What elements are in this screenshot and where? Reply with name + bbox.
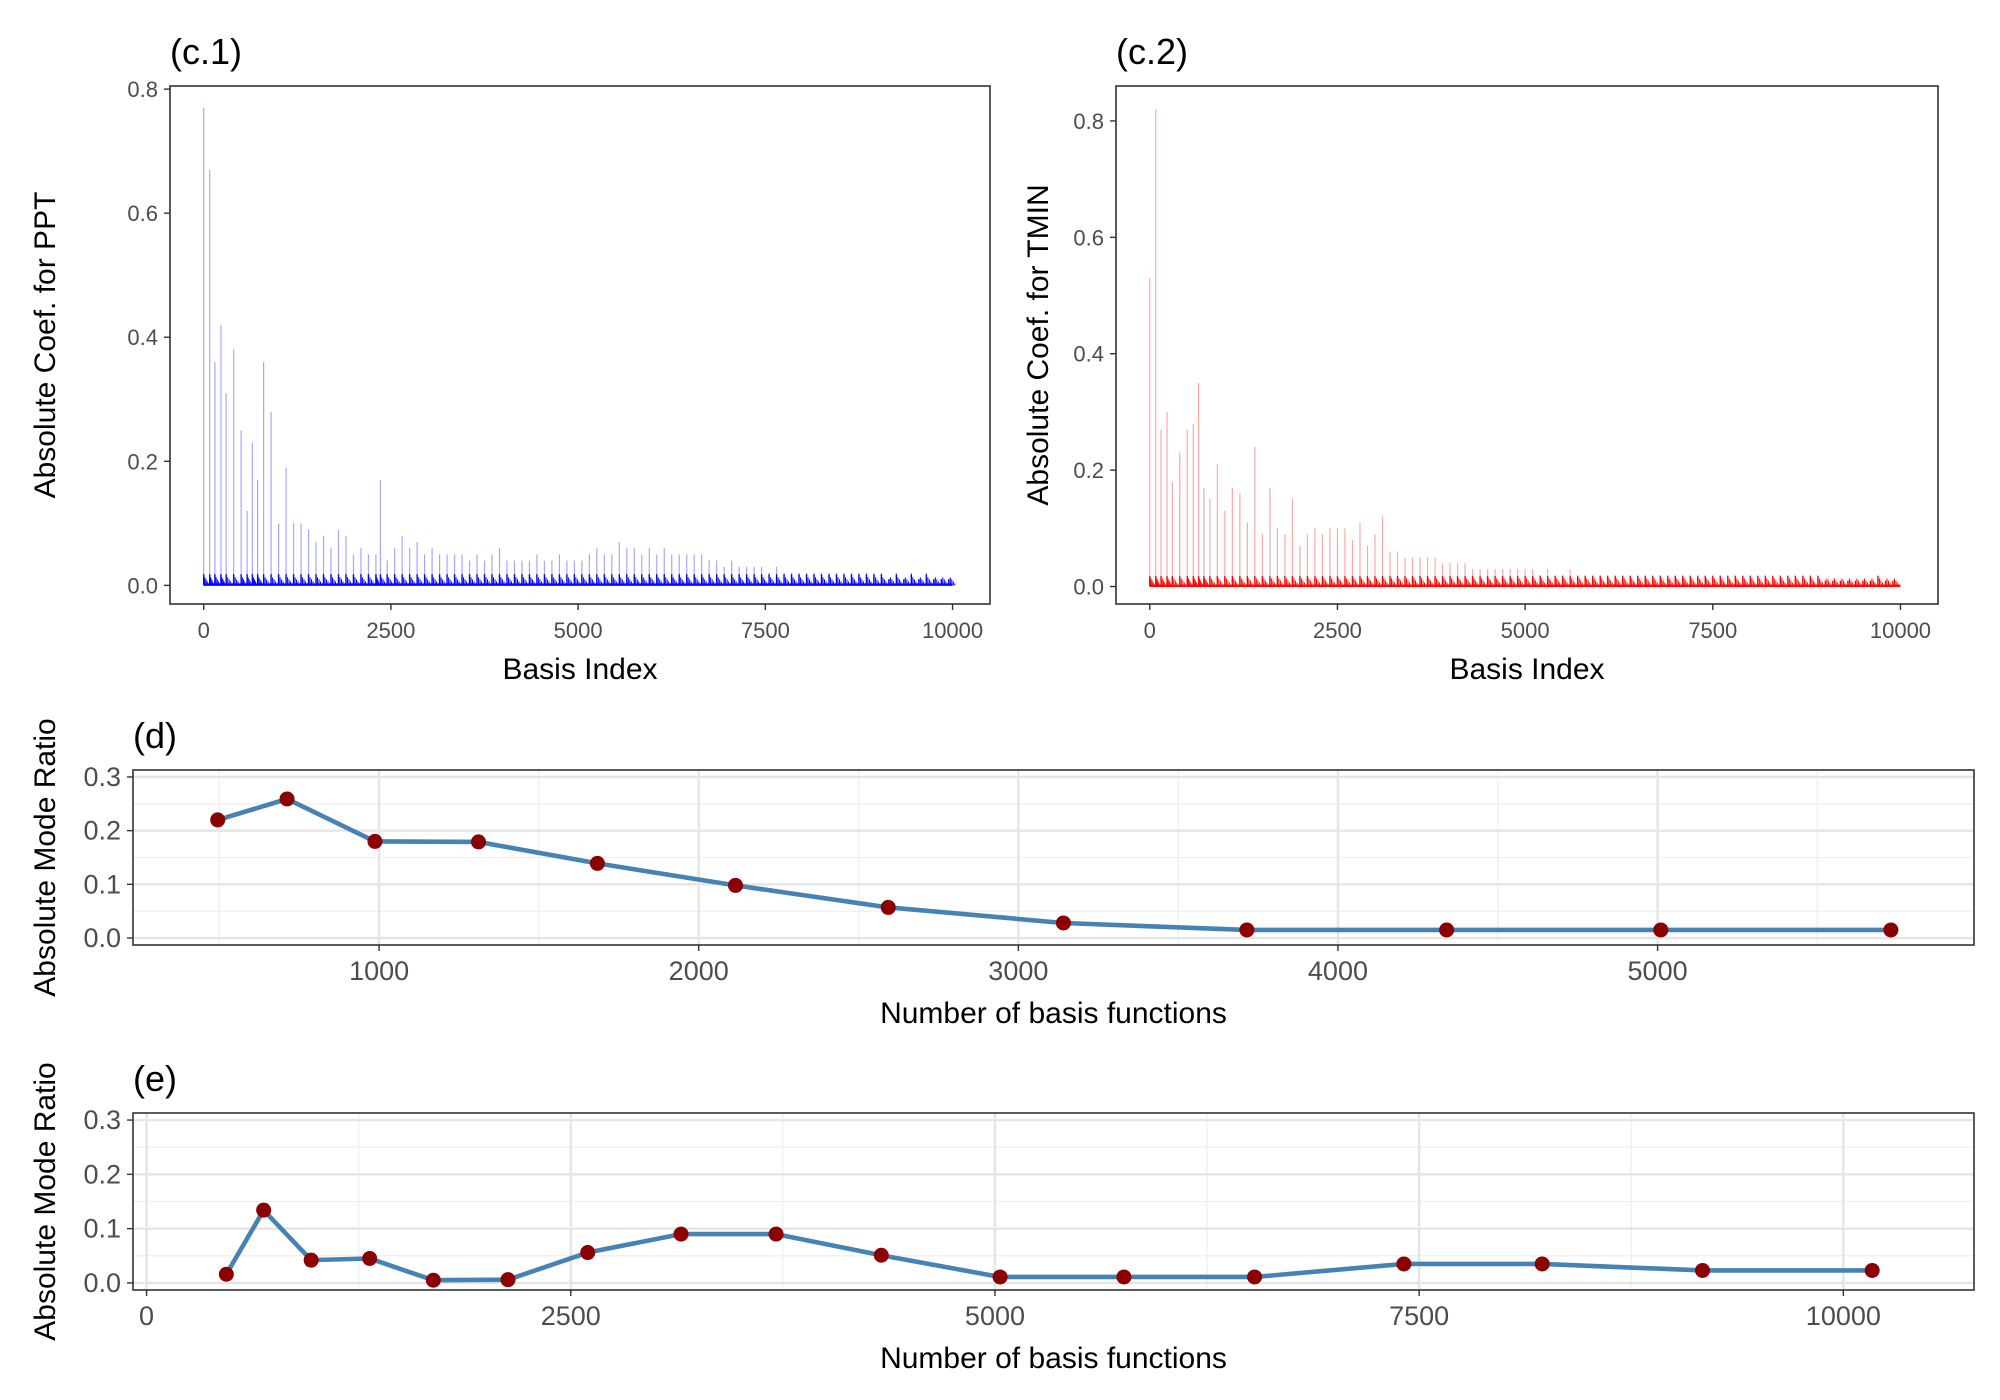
x-tick-label: 7500 (741, 618, 790, 643)
baseline-band (203, 583, 953, 586)
y-tick-label: 0.8 (127, 77, 158, 102)
y-tick-label: 0.8 (1073, 109, 1104, 134)
y-axis-title: Absolute Coef. for TMIN (1022, 184, 1055, 505)
data-point (367, 833, 383, 849)
series-line (224, 1207, 1875, 1283)
data-point (425, 1272, 441, 1288)
x-tick-label: 3000 (988, 956, 1048, 986)
y-tick-label: 0.2 (127, 449, 158, 474)
data-point (1883, 922, 1899, 938)
y-tick-label: 0.2 (1073, 458, 1104, 483)
y-tick-label: 0.1 (83, 1214, 121, 1244)
data-point (1055, 915, 1071, 931)
y-tick-label: 0.0 (127, 573, 158, 598)
panel-d: (d) 1000 2000 3000 4000 5000 0.0 0.1 0.2 0.3 Numbe… (29, 715, 1975, 1030)
data-point (1239, 922, 1255, 938)
plot-frame (169, 85, 991, 605)
data-point (768, 1226, 784, 1242)
data-point (256, 1202, 272, 1218)
panel-c1: (c.1) 0 2500 5000 7500 10000 0.0 0.2 0.4 0.6 0.8 Ba… (29, 31, 991, 686)
x-tick-label: 5000 (965, 1301, 1025, 1331)
y-tick-label: 0.3 (83, 1105, 121, 1135)
data-point (1116, 1269, 1132, 1285)
spike-series (1149, 109, 1901, 588)
panel-label: (c.2) (1116, 31, 1188, 72)
y-tick-label: 0.2 (83, 816, 121, 846)
data-point (1247, 1269, 1263, 1285)
series-line (215, 796, 1894, 933)
data-point (589, 855, 605, 871)
data-point (992, 1269, 1008, 1285)
x-tick-label: 10000 (1806, 1301, 1881, 1331)
data-point (1534, 1256, 1550, 1272)
panel-label: (e) (133, 1058, 177, 1099)
x-tick-label: 0 (198, 618, 210, 643)
data-point (873, 1247, 889, 1263)
y-axis-title: Absolute Coef. for PPT (29, 192, 62, 499)
data-point (880, 899, 896, 915)
y-tick-label: 0.0 (83, 923, 121, 953)
data-point (471, 834, 487, 850)
x-tick-label: 2500 (541, 1301, 601, 1331)
data-point (362, 1251, 378, 1267)
x-tick-label: 2500 (366, 618, 415, 643)
panel-label: (c.1) (170, 31, 242, 72)
panel-label: (d) (133, 715, 177, 756)
x-tick-label: 2000 (669, 956, 729, 986)
grid-lines (133, 1113, 1974, 1290)
data-point (1864, 1262, 1880, 1278)
y-tick-label: 0.1 (83, 869, 121, 899)
x-tick-label: 4000 (1308, 956, 1368, 986)
grid-lines (133, 770, 1974, 945)
x-tick-label: 1000 (349, 956, 409, 986)
data-point (218, 1266, 234, 1282)
x-tick-label: 0 (1144, 618, 1156, 643)
x-tick-label: 5000 (1628, 956, 1688, 986)
data-point (210, 812, 226, 828)
y-tick-label: 0.2 (83, 1159, 121, 1189)
y-tick-label: 0.6 (127, 201, 158, 226)
data-point (727, 877, 743, 893)
x-tick-label: 7500 (1389, 1301, 1449, 1331)
x-tick-label: 5000 (1501, 618, 1550, 643)
data-point (580, 1245, 596, 1261)
data-point (1439, 922, 1455, 938)
x-axis-title: Number of basis functions (880, 997, 1227, 1030)
data-point (500, 1272, 516, 1288)
x-axis-title: Basis Index (502, 653, 657, 686)
data-point (1695, 1262, 1711, 1278)
x-tick-label: 5000 (554, 618, 603, 643)
y-tick-label: 0.4 (1073, 342, 1104, 367)
y-axis-title: Absolute Mode Ratio (29, 1062, 62, 1341)
y-tick-label: 0.4 (127, 325, 158, 350)
data-point (1396, 1256, 1412, 1272)
x-tick-label: 10000 (1870, 618, 1931, 643)
y-tick-label: 0.0 (1073, 575, 1104, 600)
data-point (303, 1252, 319, 1268)
x-axis-title: Basis Index (1449, 653, 1604, 686)
y-tick-label: 0.0 (83, 1268, 121, 1298)
data-point (279, 791, 295, 807)
data-point (1653, 922, 1669, 938)
x-tick-label: 7500 (1688, 618, 1737, 643)
panel-c2: (c.2) 0 2500 5000 7500 10000 0.0 0.2 0.4 0.6 0.8 Ba… (1022, 31, 1939, 686)
x-tick-label: 10000 (922, 618, 983, 643)
data-point (673, 1226, 689, 1242)
y-tick-label: 0.6 (1073, 225, 1104, 250)
plot-frame (1115, 85, 1939, 605)
y-axis-title: Absolute Mode Ratio (29, 718, 62, 997)
y-tick-label: 0.3 (83, 762, 121, 792)
panel-e: (e) 0 2500 5000 7500 10000 0.0 0.1 0.2 0.3 Number … (29, 1058, 1975, 1375)
x-axis-title: Number of basis functions (880, 1342, 1227, 1375)
plot-frame (132, 1112, 1975, 1291)
x-tick-label: 2500 (1313, 618, 1362, 643)
spike-series (202, 107, 956, 586)
x-tick-label: 0 (139, 1301, 154, 1331)
plot-frame (132, 769, 1975, 946)
